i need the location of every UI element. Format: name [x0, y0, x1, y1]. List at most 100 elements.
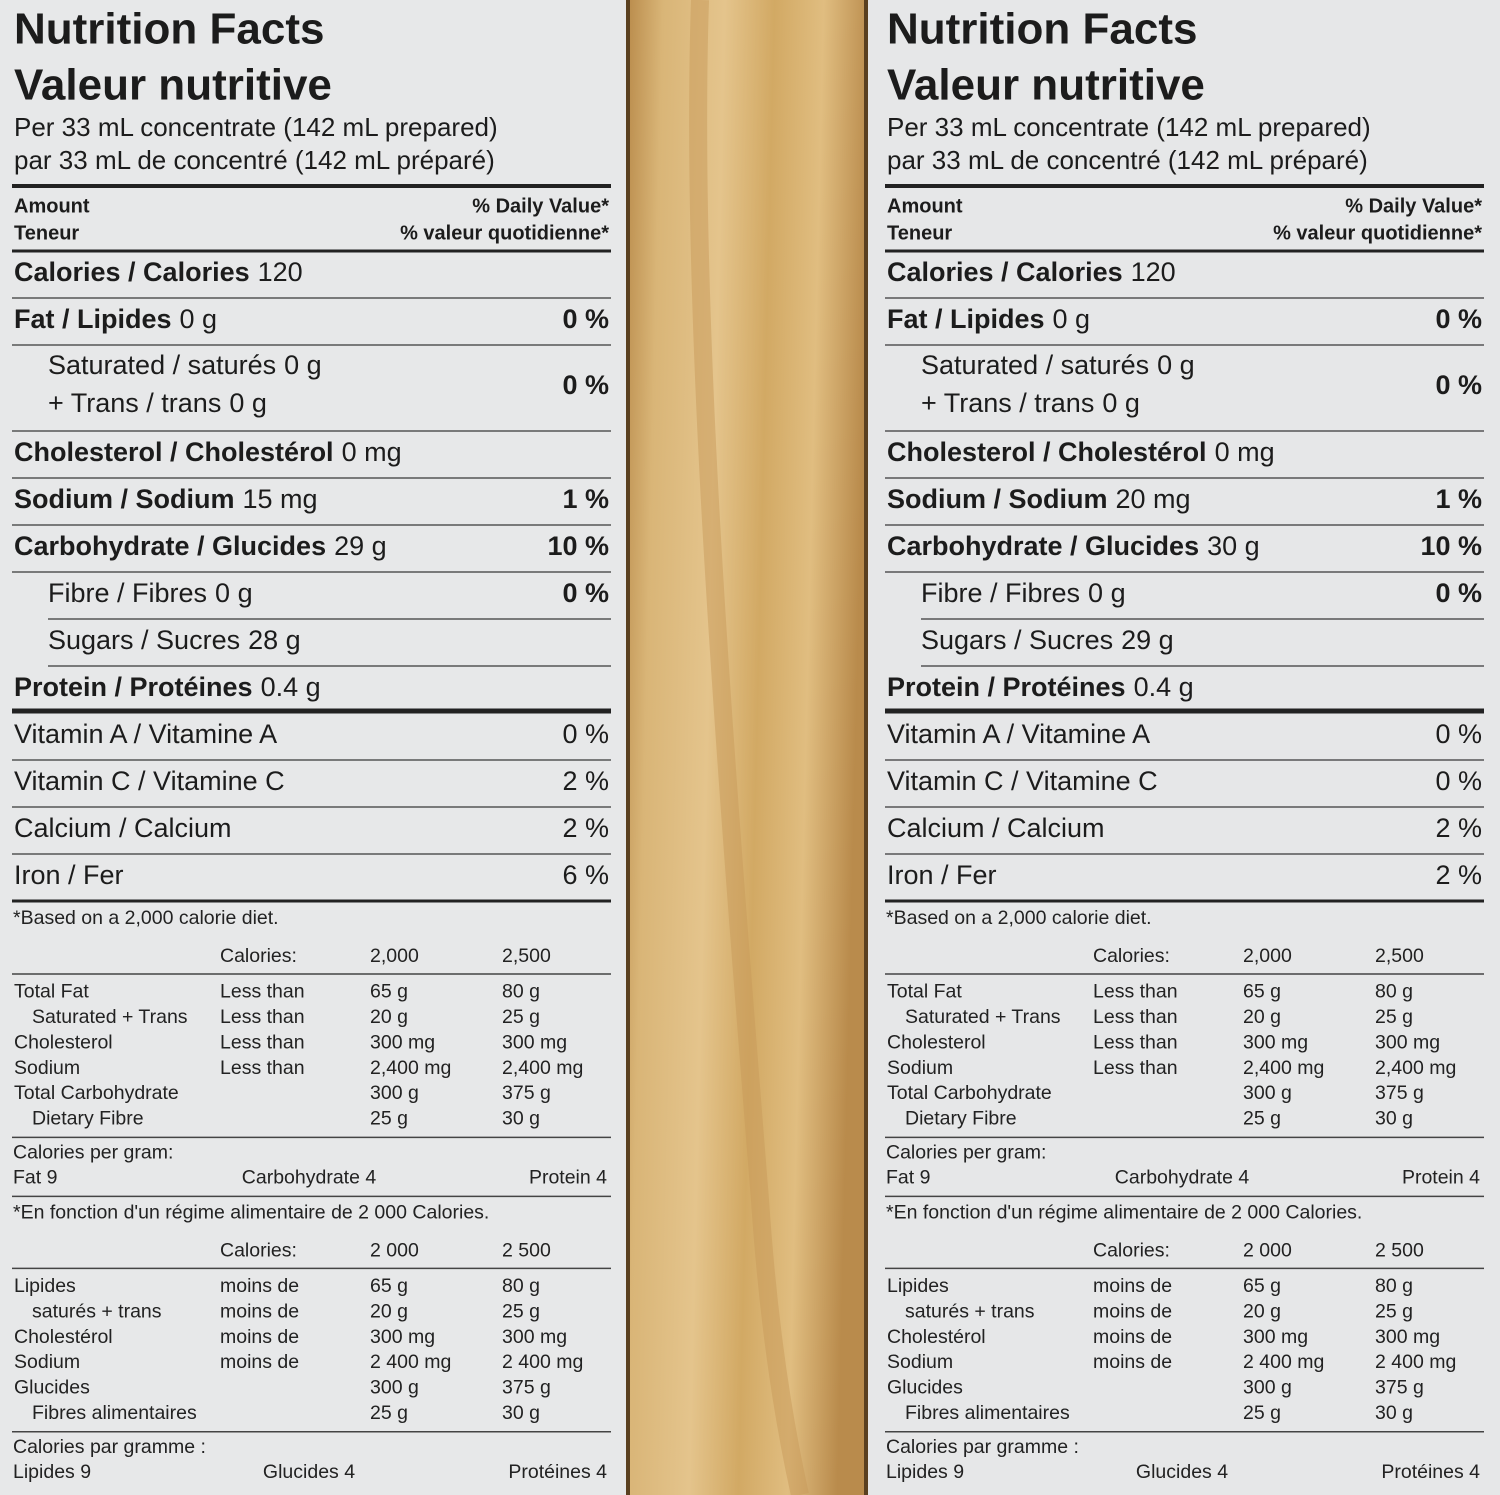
- footnote-nutrient: Sodium: [887, 1057, 953, 1079]
- vitamin-dv: 0 %: [1435, 719, 1482, 749]
- nutrient-amount: 0 g: [1157, 350, 1195, 380]
- header-teneur: Teneur: [14, 222, 79, 244]
- footnote-nutrient: Glucides: [887, 1377, 963, 1399]
- per-gram-title: Calories per gram:: [13, 1142, 173, 1164]
- footnote-header: 2,500: [502, 945, 551, 967]
- header-teneur: Teneur: [887, 222, 952, 244]
- vitamin-name: Vitamin A / Vitamine A: [14, 719, 277, 749]
- footnote-nutrient: Cholestérol: [14, 1326, 113, 1348]
- footnote-amount: 300 g: [370, 1377, 419, 1399]
- nutrient-amount: 20 mg: [1116, 484, 1191, 514]
- footnote-nutrient: saturés + trans: [32, 1300, 162, 1322]
- nutrient-amount: 120: [258, 257, 303, 287]
- serving-en: Per 33 mL concentrate (142 mL prepared): [14, 112, 498, 142]
- header-dv-en: % Daily Value*: [1345, 195, 1482, 217]
- nutrient-amount: 0 g: [1088, 578, 1126, 608]
- daily-value: 0 %: [1435, 578, 1482, 608]
- nutrient-name: + Trans / trans: [921, 388, 1094, 418]
- vitamin-dv: 2 %: [562, 766, 609, 796]
- header-amount: Amount: [14, 195, 90, 217]
- footnote-qualifier: moins de: [1093, 1275, 1172, 1297]
- footnote-nutrient: Glucides: [14, 1377, 90, 1399]
- footnote-amount: 300 mg: [370, 1031, 435, 1053]
- footnote-qualifier: Less than: [1093, 1057, 1178, 1079]
- footnote-amount: 65 g: [370, 1275, 408, 1297]
- nutrient-name: Carbohydrate / Glucides: [887, 531, 1199, 561]
- nutrient-row: Carbohydrate / Glucides 29 g: [14, 531, 387, 561]
- nutrient-row: Saturated / saturés 0 g: [921, 350, 1195, 380]
- footnote-nutrient: Saturated + Trans: [905, 1006, 1061, 1028]
- nutrient-amount: 0 g: [284, 350, 322, 380]
- nutrient-row: + Trans / trans 0 g: [921, 388, 1140, 418]
- per-gram: Protéines 4: [1381, 1461, 1480, 1483]
- nutrient-amount: 0 g: [180, 304, 218, 334]
- footnote-header: 2,500: [1375, 945, 1424, 967]
- vitamin-name: Calcium / Calcium: [887, 813, 1105, 843]
- footnote-amount: 2 400 mg: [1375, 1351, 1456, 1373]
- footnote-note: *Based on a 2,000 calorie diet.: [886, 907, 1152, 929]
- footnote-qualifier: moins de: [220, 1300, 299, 1322]
- footnote-amount: 375 g: [502, 1377, 551, 1399]
- footnote-nutrient: Sodium: [14, 1057, 80, 1079]
- per-gram: Fat 9: [886, 1167, 930, 1189]
- footnote-amount: 300 mg: [370, 1326, 435, 1348]
- footnote-qualifier: Less than: [1093, 1006, 1178, 1028]
- footnote-amount: 25 g: [1243, 1108, 1281, 1130]
- nutrient-row: Cholesterol / Cholestérol 0 mg: [14, 437, 402, 467]
- per-gram: Glucides 4: [1136, 1461, 1228, 1483]
- nutrient-name: Fat / Lipides: [887, 304, 1045, 334]
- daily-value: 10 %: [1420, 531, 1482, 561]
- nutrient-row: Fibre / Fibres 0 g: [921, 578, 1126, 608]
- per-gram-title: Calories par gramme :: [886, 1436, 1079, 1458]
- wood-grain: [689, 0, 809, 1495]
- footnote-note: *En fonction d'un régime alimentaire de …: [886, 1202, 1362, 1224]
- footnote-amount: 300 mg: [502, 1031, 567, 1053]
- nutrient-amount: 0.4 g: [261, 672, 321, 702]
- footnote-header: 2,000: [1243, 945, 1292, 967]
- footnote-amount: 300 mg: [1243, 1031, 1308, 1053]
- per-gram: Lipides 9: [886, 1461, 964, 1483]
- footnote-amount: 300 g: [1243, 1082, 1292, 1104]
- nutrient-row: Cholesterol / Cholestérol 0 mg: [887, 437, 1275, 467]
- footnote-qualifier: Less than: [220, 1031, 305, 1053]
- footnote-nutrient: Cholesterol: [14, 1031, 113, 1053]
- footnote-qualifier: moins de: [1093, 1351, 1172, 1373]
- vitamin-dv: 2 %: [1435, 860, 1482, 890]
- per-gram: Protein 4: [1402, 1167, 1480, 1189]
- footnote-amount: 65 g: [1243, 981, 1281, 1003]
- footnote-note: *En fonction d'un régime alimentaire de …: [13, 1202, 489, 1224]
- daily-value: 0 %: [562, 578, 609, 608]
- footnote-nutrient: Dietary Fibre: [32, 1108, 144, 1130]
- footnote-nutrient: Fibres alimentaires: [905, 1402, 1070, 1424]
- footnote-amount: 2 400 mg: [370, 1351, 451, 1373]
- per-gram: Glucides 4: [263, 1461, 355, 1483]
- footnote-nutrient: Total Carbohydrate: [887, 1082, 1052, 1104]
- nutrient-name: Fibre / Fibres: [48, 578, 207, 608]
- footnote-amount: 80 g: [1375, 1275, 1413, 1297]
- footnote-nutrient: Cholesterol: [887, 1031, 986, 1053]
- nutrient-amount: 0 g: [215, 578, 253, 608]
- nutrient-name: Protein / Protéines: [887, 672, 1126, 702]
- footnote-amount: 80 g: [1375, 981, 1413, 1003]
- nutrient-amount: 0 g: [1102, 388, 1140, 418]
- nutrient-name: Cholesterol / Cholestérol: [887, 437, 1207, 467]
- per-gram: Protein 4: [529, 1167, 607, 1189]
- nutrient-name: Fibre / Fibres: [921, 578, 1080, 608]
- footnote-amount: 300 mg: [1375, 1326, 1440, 1348]
- footnote-header: 2 000: [370, 1240, 419, 1262]
- nutrient-amount: 0 g: [229, 388, 267, 418]
- footnote-header: 2 500: [502, 1240, 551, 1262]
- nutrient-name: Carbohydrate / Glucides: [14, 531, 326, 561]
- footnote-qualifier: Less than: [220, 1006, 305, 1028]
- nutrient-row: Protein / Protéines 0.4 g: [14, 672, 321, 702]
- footnote-nutrient: Total Carbohydrate: [14, 1082, 179, 1104]
- footnote-nutrient: Lipides: [14, 1275, 76, 1297]
- serving-fr: par 33 mL de concentré (142 mL préparé): [14, 145, 495, 175]
- footnote-header: 2 000: [1243, 1240, 1292, 1262]
- footnote-amount: 25 g: [1375, 1006, 1413, 1028]
- nutrient-amount: 0 g: [1053, 304, 1091, 334]
- footnote-amount: 30 g: [502, 1402, 540, 1424]
- vitamin-dv: 0 %: [562, 719, 609, 749]
- nutrient-amount: 0 mg: [342, 437, 402, 467]
